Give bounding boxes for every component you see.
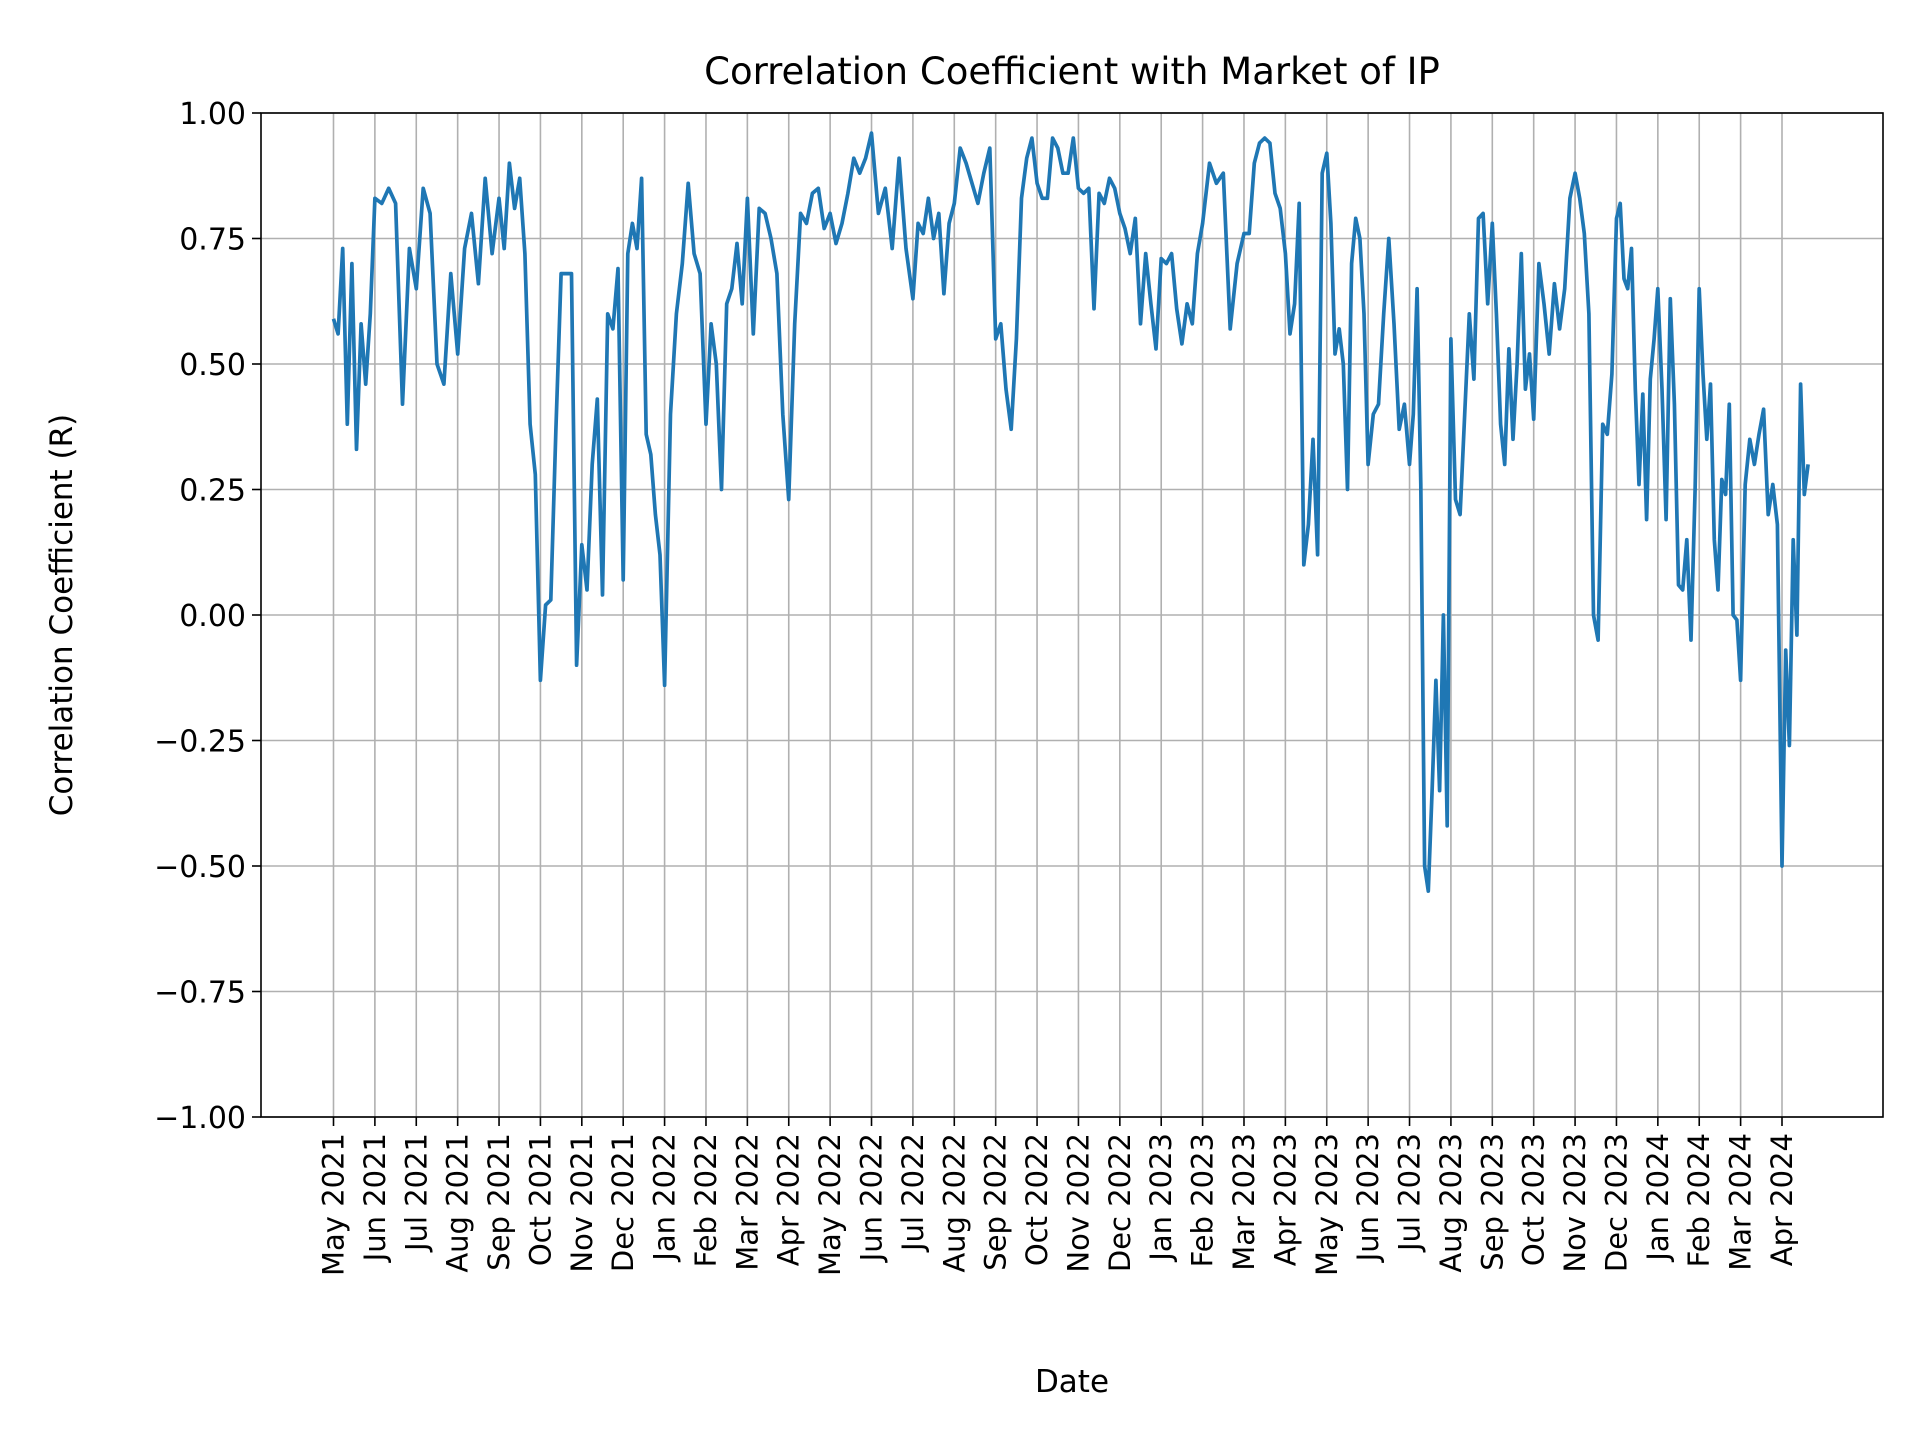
y-axis: 1.00 0.75 0.50 0.25 0.00 −0.25 −0.50 −0.75 −1.00 (154, 97, 261, 1136)
y-tick-label: −0.75 (154, 976, 246, 1011)
grid (261, 113, 1883, 1117)
x-tick-label: Jun 2023 (1351, 1133, 1385, 1263)
y-tick-label: 0.25 (179, 474, 246, 509)
x-tick-label: Nov 2021 (565, 1133, 599, 1273)
y-tick-label: 1.00 (179, 97, 246, 132)
x-tick-label: Oct 2022 (1020, 1133, 1054, 1266)
correlation-line (334, 133, 1809, 891)
y-axis-label: Correlation Coefficient (R) (44, 414, 80, 817)
x-tick-label: May 2023 (1310, 1133, 1344, 1276)
chart-title: Correlation Coefficient with Market of I… (704, 50, 1440, 93)
x-tick-label: Nov 2022 (1061, 1133, 1095, 1273)
y-tick-label: −0.50 (154, 850, 246, 885)
x-tick-label: Aug 2021 (441, 1133, 475, 1273)
x-tick-label: Apr 2022 (772, 1133, 806, 1266)
y-tick-label: 0.75 (179, 223, 246, 258)
x-tick-label: Mar 2024 (1724, 1133, 1758, 1271)
x-tick-label: Apr 2024 (1765, 1133, 1799, 1266)
x-tick-label: Feb 2024 (1682, 1133, 1716, 1267)
x-tick-label: Feb 2022 (689, 1133, 723, 1267)
x-tick-label: Apr 2023 (1268, 1133, 1302, 1266)
y-tick-label: 0.00 (179, 599, 246, 634)
x-tick-label: Feb 2023 (1186, 1133, 1220, 1267)
x-tick-label: Jul 2023 (1393, 1133, 1427, 1253)
x-tick-label: Jun 2022 (855, 1133, 889, 1263)
x-tick-label: Dec 2021 (606, 1133, 640, 1272)
x-tick-label: Oct 2021 (523, 1133, 557, 1266)
x-tick-label: Sep 2022 (979, 1133, 1013, 1271)
x-tick-label: Jun 2021 (358, 1133, 392, 1263)
y-tick-label: 0.50 (179, 348, 246, 383)
x-axis-label: Date (1035, 1364, 1109, 1400)
x-tick-label: Jan 2024 (1641, 1133, 1675, 1263)
y-tick-label: −1.00 (154, 1101, 246, 1136)
x-tick-label: Mar 2023 (1227, 1133, 1261, 1271)
x-tick-label: Dec 2023 (1599, 1133, 1633, 1272)
x-tick-label: Jan 2023 (1144, 1133, 1178, 1263)
x-tick-label: Sep 2021 (482, 1133, 516, 1271)
x-tick-label: Dec 2022 (1103, 1133, 1137, 1272)
x-tick-label: Mar 2022 (730, 1133, 764, 1271)
x-tick-label: Sep 2023 (1475, 1133, 1509, 1271)
x-tick-label: Jul 2021 (399, 1133, 433, 1253)
x-tick-label: Aug 2022 (937, 1133, 971, 1273)
x-tick-label: May 2022 (813, 1133, 847, 1276)
x-tick-label: May 2021 (317, 1133, 351, 1276)
x-tick-label: Jul 2022 (896, 1133, 930, 1253)
y-tick-label: −0.25 (154, 725, 246, 760)
x-tick-label: Aug 2023 (1434, 1133, 1468, 1273)
x-tick-label: Jan 2022 (648, 1133, 682, 1263)
series (333, 133, 1808, 891)
x-tick-label: Nov 2023 (1558, 1133, 1592, 1273)
x-tick-label: Oct 2023 (1517, 1133, 1551, 1266)
